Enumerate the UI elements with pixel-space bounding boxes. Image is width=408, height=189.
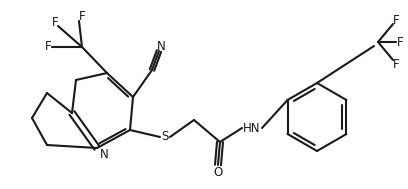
Text: F: F: [52, 15, 58, 29]
Text: O: O: [213, 166, 223, 178]
Text: N: N: [100, 149, 109, 161]
Text: N: N: [157, 40, 165, 53]
Text: S: S: [161, 130, 169, 143]
Text: F: F: [79, 11, 85, 23]
Text: F: F: [45, 40, 51, 53]
Text: F: F: [397, 36, 404, 49]
Text: HN: HN: [243, 122, 261, 135]
Text: F: F: [392, 57, 399, 70]
Text: F: F: [392, 13, 399, 26]
